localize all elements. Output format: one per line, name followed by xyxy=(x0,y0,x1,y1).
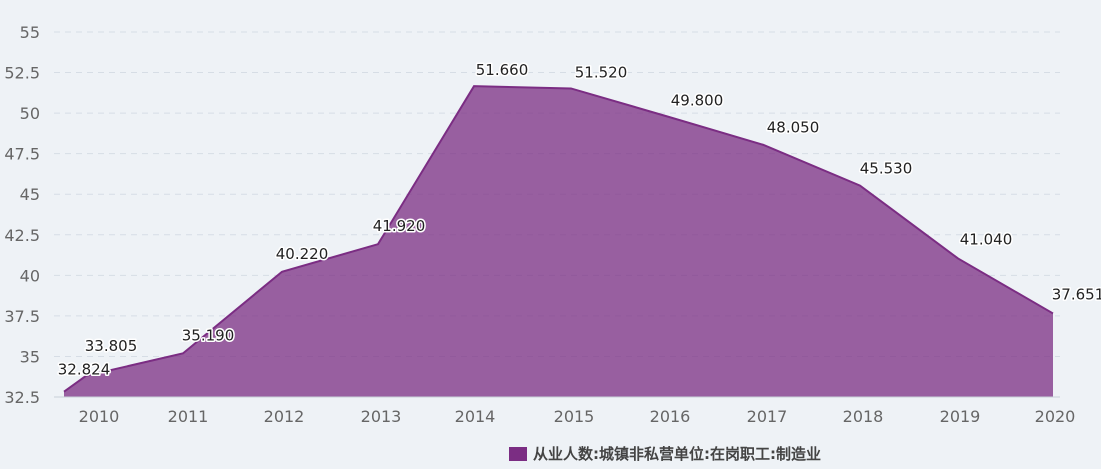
data-label: 48.050 xyxy=(767,119,820,137)
y-tick-label: 47.5 xyxy=(4,145,40,164)
y-tick-label: 40 xyxy=(20,266,40,285)
data-label: 51.520 xyxy=(575,63,628,81)
data-label: 45.530 xyxy=(860,160,913,178)
data-label: 41.040 xyxy=(960,230,1013,248)
area-series xyxy=(54,85,1060,398)
x-axis: 2010 2011 2012 2013 2014 2015 2016 2017 2018 2019… xyxy=(79,407,1076,426)
x-tick-label: 2019 xyxy=(940,407,981,426)
y-tick-label: 35 xyxy=(20,347,40,366)
x-tick-label: 2014 xyxy=(455,407,496,426)
x-tick-label: 2013 xyxy=(361,407,402,426)
data-label: 33.805 xyxy=(85,337,138,355)
x-tick-label: 2015 xyxy=(554,407,595,426)
y-tick-label: 32.5 xyxy=(4,388,40,407)
y-tick-label: 37.5 xyxy=(4,307,40,326)
y-tick-label: 42.5 xyxy=(4,226,40,245)
series-line xyxy=(63,85,1054,393)
y-axis: 32.5 35 37.5 40 42.5 45 47.5 50 52.5 55 xyxy=(4,23,40,407)
x-tick-label: 2016 xyxy=(650,407,691,426)
data-label: 41.920 xyxy=(373,217,426,235)
data-label: 40.220 xyxy=(276,245,329,263)
x-tick-label: 2010 xyxy=(79,407,120,426)
area-fill xyxy=(64,86,1053,397)
y-tick-label: 50 xyxy=(20,104,40,123)
x-tick-label: 2012 xyxy=(264,407,305,426)
data-label: 37.651 xyxy=(1052,285,1101,303)
legend-swatch xyxy=(509,447,527,461)
x-tick-label: 2017 xyxy=(747,407,788,426)
y-tick-label: 52.5 xyxy=(4,64,40,83)
data-label: 35.190 xyxy=(182,326,235,344)
x-tick-label: 2018 xyxy=(843,407,884,426)
x-tick-label: 2011 xyxy=(168,407,209,426)
data-label: 49.800 xyxy=(671,91,724,109)
y-tick-label: 45 xyxy=(20,185,40,204)
legend[interactable]: 从业人数:城镇非私营单位:在岗职工:制造业 xyxy=(509,445,821,463)
data-label: 51.660 xyxy=(476,61,529,79)
data-label: 32.824 xyxy=(58,361,111,379)
legend-label: 从业人数:城镇非私营单位:在岗职工:制造业 xyxy=(533,445,821,463)
data-labels: 32.824 33.805 35.190 40.220 41.920 51.660 51.5… xyxy=(56,60,1101,381)
y-tick-label: 55 xyxy=(20,23,40,42)
x-tick-label: 2020 xyxy=(1035,407,1076,426)
